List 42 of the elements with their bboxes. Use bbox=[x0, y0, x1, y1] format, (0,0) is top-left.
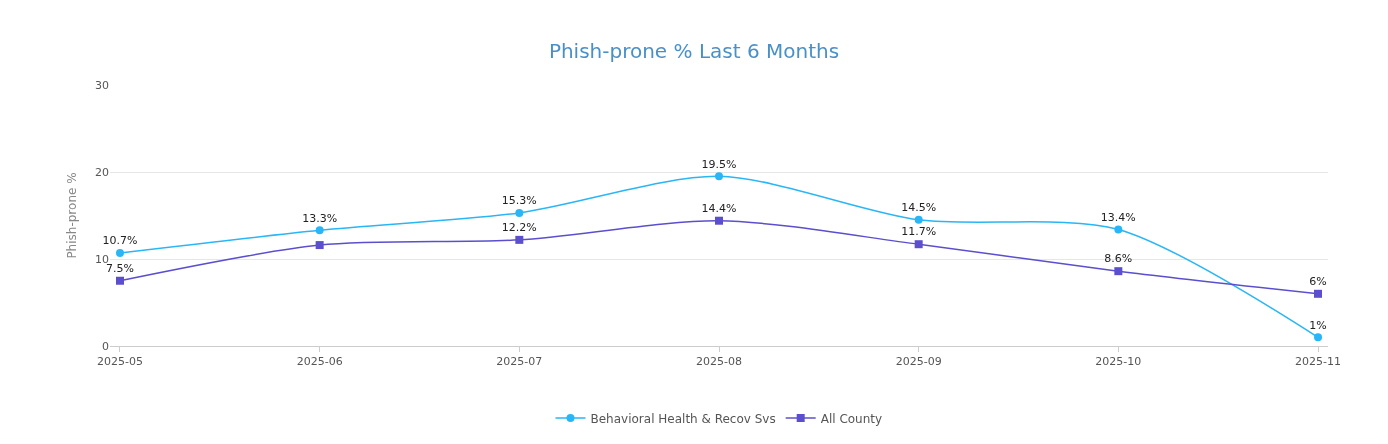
legend-label: Behavioral Health & Recov Svs bbox=[590, 411, 776, 426]
point bbox=[715, 172, 723, 181]
legend-label: All County bbox=[820, 411, 883, 426]
point bbox=[115, 248, 124, 257]
point bbox=[914, 240, 923, 249]
data-label: 13.3% bbox=[302, 211, 338, 225]
point bbox=[1114, 267, 1123, 276]
data-label: 1% bbox=[1309, 318, 1327, 332]
point bbox=[715, 216, 723, 225]
y-tick-label: 20 bbox=[95, 165, 109, 179]
data-label: 13.4% bbox=[1100, 210, 1136, 224]
y-tick-label: 30 bbox=[95, 78, 109, 92]
point bbox=[115, 276, 124, 285]
x-tick-label: 2025-08 bbox=[696, 355, 742, 369]
data-label: 14.4% bbox=[701, 201, 737, 215]
data-label: 10.7% bbox=[102, 234, 138, 248]
point bbox=[515, 235, 524, 244]
point bbox=[1314, 289, 1323, 298]
data-label: 15.3% bbox=[501, 194, 537, 208]
y-tick-label: 10 bbox=[95, 252, 109, 266]
x-tick-label: 2025-07 bbox=[496, 355, 543, 369]
point bbox=[515, 208, 524, 217]
x-tick-label: 2025-06 bbox=[296, 355, 343, 369]
data-label: 6% bbox=[1309, 275, 1327, 289]
data-label: 19.5% bbox=[701, 157, 737, 171]
data-label: 11.7% bbox=[901, 225, 937, 239]
x-tick-label: 2025-11 bbox=[1295, 355, 1341, 369]
data-label: 7.5% bbox=[106, 262, 134, 275]
chart-title: Phish-prone % Last 6 Months bbox=[548, 39, 840, 64]
point bbox=[315, 226, 324, 235]
point bbox=[1314, 333, 1323, 342]
point bbox=[315, 241, 324, 250]
y-axis-title: Phish-prone % bbox=[65, 172, 80, 259]
data-label: 12.2% bbox=[501, 221, 537, 235]
data-label: 14.5% bbox=[901, 201, 937, 215]
point bbox=[1114, 225, 1123, 234]
y-tick-label: 0 bbox=[102, 339, 109, 353]
x-tick-label: 2025-10 bbox=[1095, 355, 1142, 369]
data-label: 8.6% bbox=[1104, 252, 1133, 266]
x-tick-label: 2025-05 bbox=[97, 355, 143, 369]
point bbox=[914, 215, 923, 224]
x-tick-label: 2025-09 bbox=[895, 355, 942, 369]
